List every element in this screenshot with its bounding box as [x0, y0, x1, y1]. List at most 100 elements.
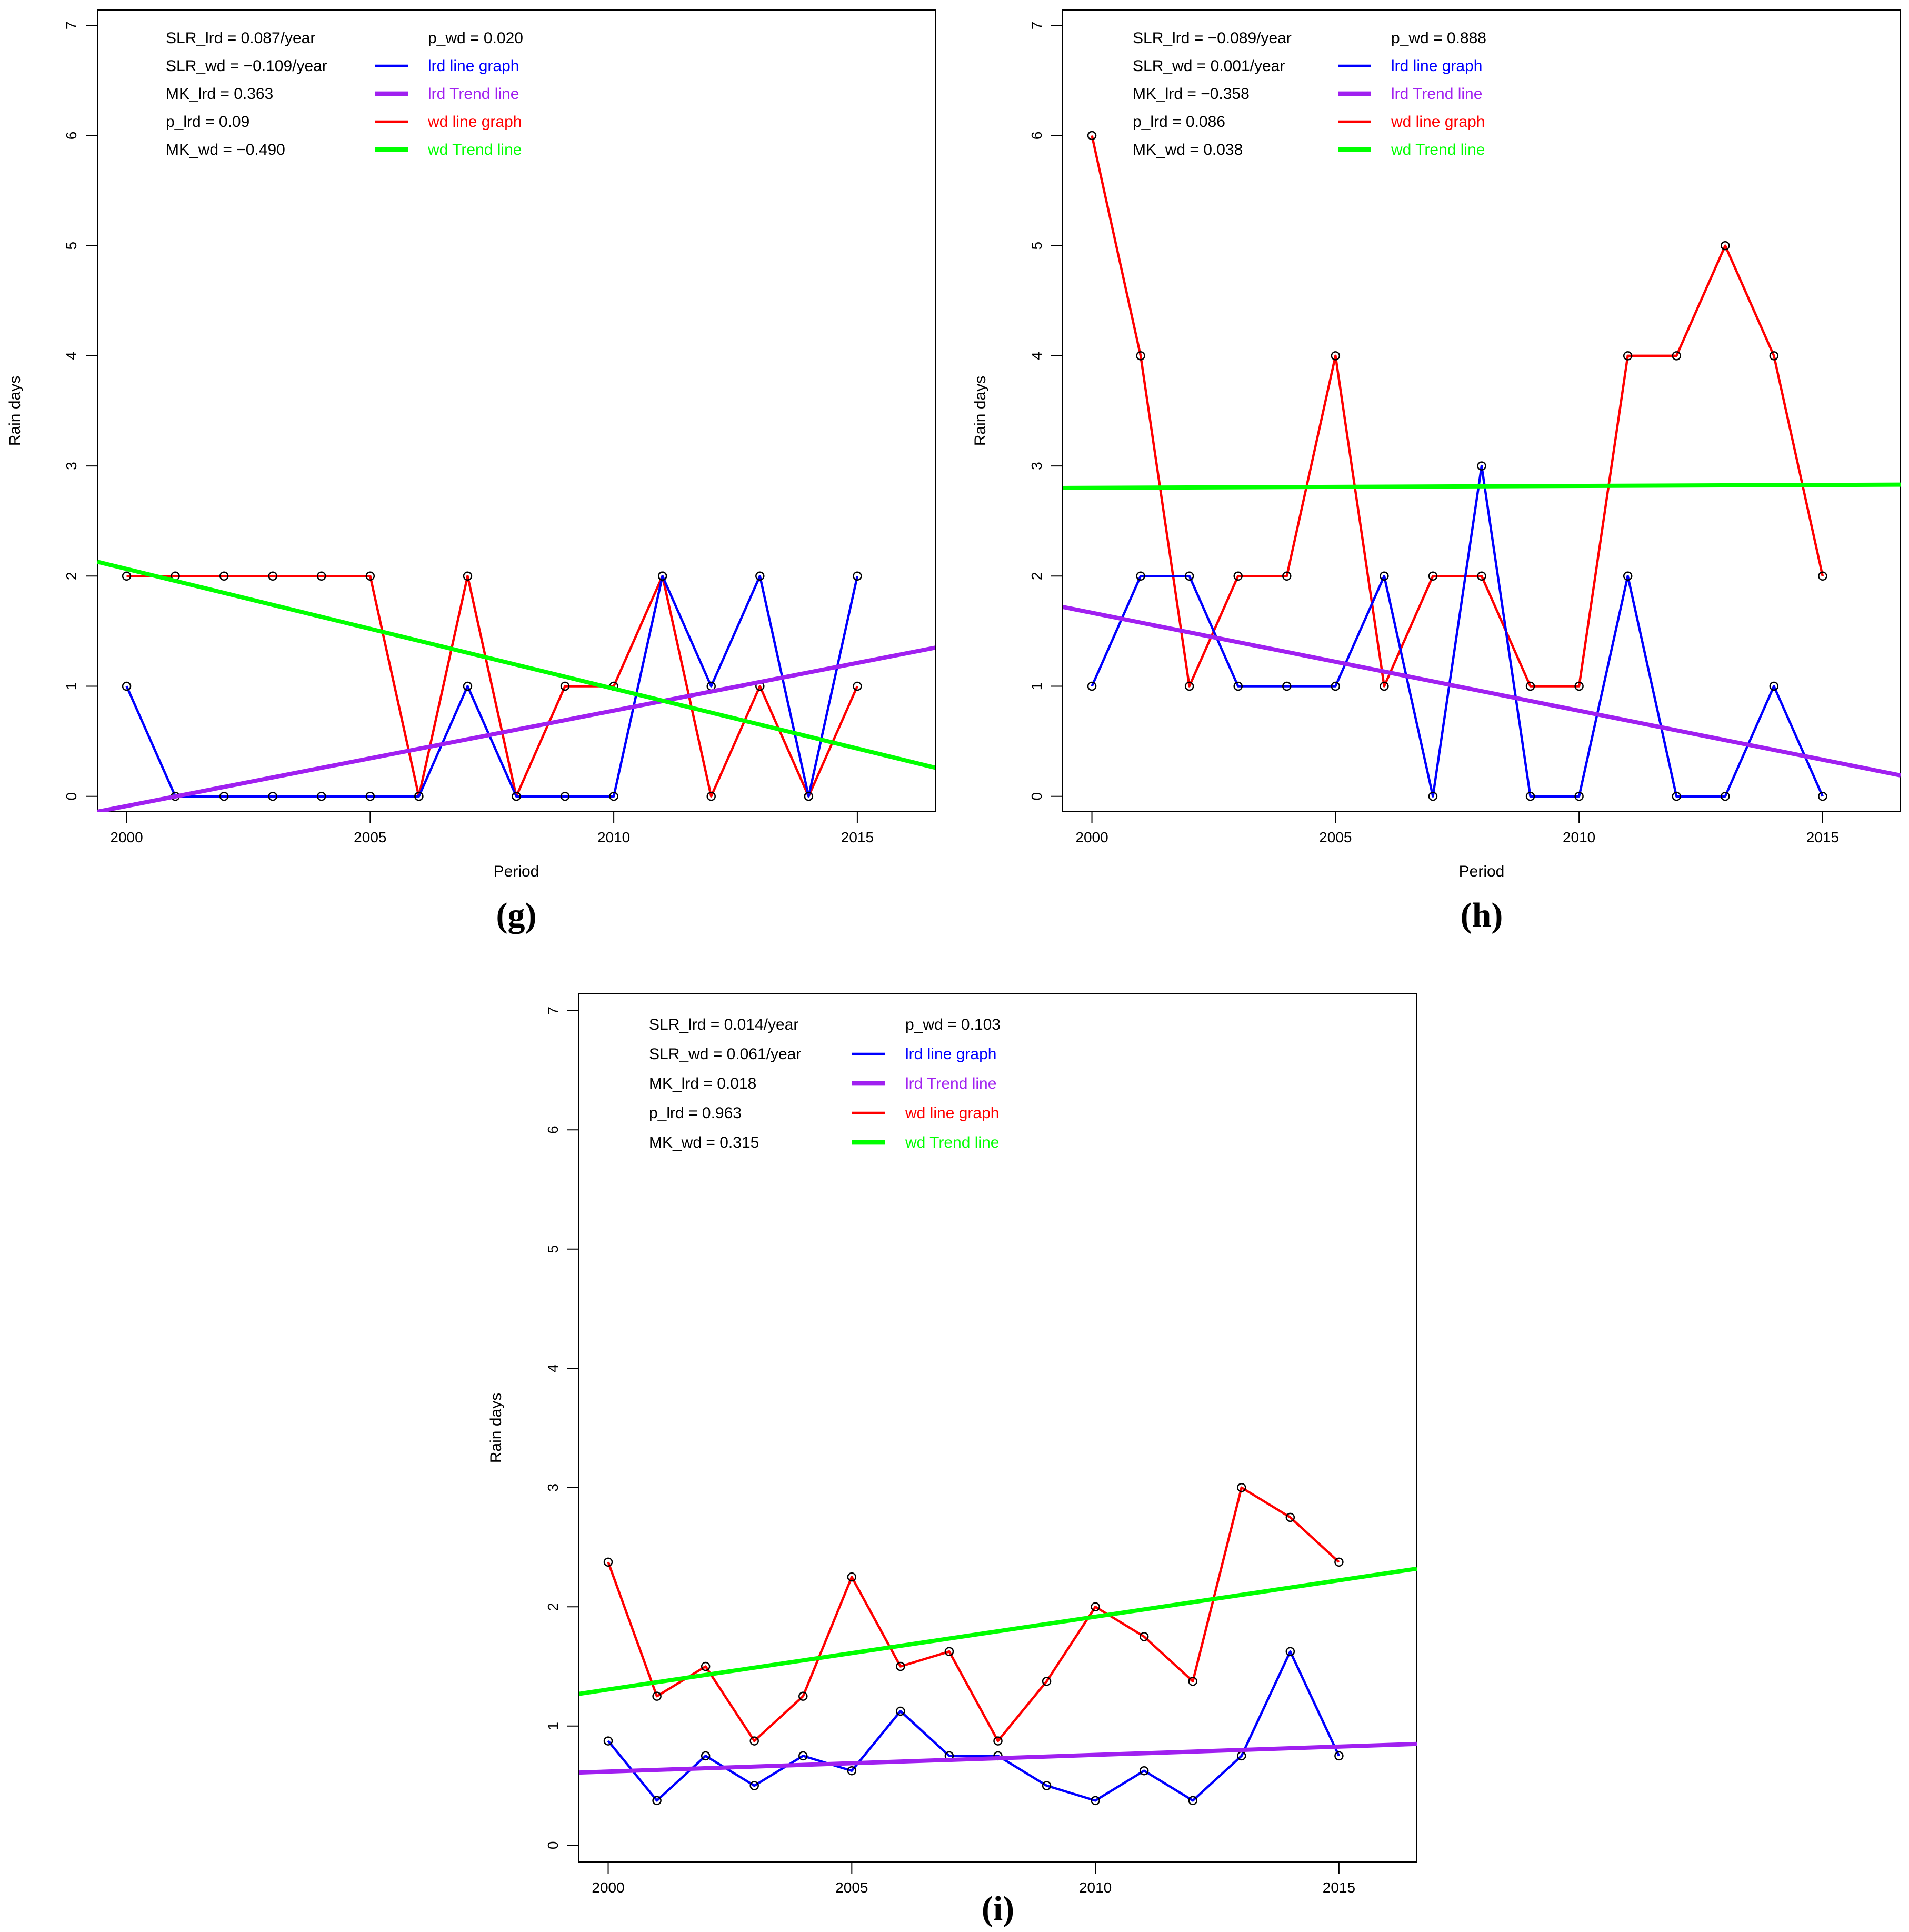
data-point-wd-line-graph: [853, 681, 862, 691]
y-tick-label: 5: [1028, 242, 1045, 250]
data-point-wd-line-graph: [463, 571, 473, 581]
data-point-lrd-line-graph: [219, 791, 229, 801]
legend-entry: wd line graph: [905, 1104, 999, 1122]
data-point-wd-line-graph: [1139, 1632, 1149, 1641]
data-point-lrd-line-graph: [755, 571, 765, 581]
data-point-wd-line-graph: [1623, 351, 1633, 361]
plot-area: [579, 1483, 1417, 1806]
data-point-wd-line-graph: [1237, 1483, 1246, 1492]
chart-panel-h: 2000 2005 2010 2015 0 1 2 3 4 5 6 7 Period Rain days S…: [972, 9, 1901, 934]
data-point-lrd-line-graph: [1136, 571, 1145, 581]
y-tick-label: 2: [545, 1602, 561, 1611]
legend-entry: wd Trend line: [1391, 141, 1485, 158]
data-point-lrd-line-graph: [1282, 681, 1292, 691]
data-point-wd-line-graph: [1042, 1677, 1052, 1686]
y-tick-label: 4: [63, 352, 79, 360]
data-point-wd-line-graph: [701, 1661, 711, 1671]
data-point-wd-line-graph: [1721, 241, 1730, 251]
data-point-lrd-line-graph: [1285, 1647, 1295, 1656]
series-lrd-trend-line: [97, 645, 935, 812]
legend-entry: lrd line graph: [1391, 57, 1482, 75]
stat-text: SLR_wd = 0.061/year: [649, 1045, 801, 1063]
data-point-wd-line-graph: [1184, 681, 1194, 691]
stat-text: MK_lrd = −0.358: [1133, 85, 1250, 103]
data-point-wd-line-graph: [1282, 571, 1292, 581]
data-point-lrd-line-graph: [1331, 681, 1341, 691]
data-point-wd-line-graph: [1380, 681, 1389, 691]
legend-entry: lrd line graph: [905, 1045, 996, 1063]
data-point-wd-line-graph: [268, 571, 277, 581]
data-point-wd-line-graph: [122, 571, 132, 581]
data-point-lrd-line-graph: [1525, 791, 1535, 801]
data-point-wd-line-graph: [603, 1557, 613, 1567]
data-point-wd-line-graph: [1672, 351, 1681, 361]
stat-text: MK_wd = 0.315: [649, 1134, 759, 1151]
data-point-lrd-line-graph: [1623, 571, 1633, 581]
stat-text: SLR_lrd = −0.089/year: [1133, 29, 1292, 47]
stat-text: SLR_wd = −0.109/year: [166, 57, 327, 75]
data-point-wd-line-graph: [317, 571, 326, 581]
data-point-lrd-line-graph: [1818, 791, 1827, 801]
data-point-lrd-line-graph: [804, 791, 814, 801]
data-point-lrd-line-graph: [1477, 461, 1486, 471]
data-point-wd-line-graph: [1233, 571, 1243, 581]
x-tick-label: 2000: [1075, 829, 1108, 845]
data-point-wd-line-graph: [1091, 1602, 1100, 1612]
data-point-lrd-line-graph: [1380, 571, 1389, 581]
data-point-lrd-line-graph: [1091, 1796, 1100, 1806]
y-tick-label: 7: [1028, 21, 1045, 29]
series-wd-trend-line: [97, 560, 935, 770]
legend-entry: p_wd = 0.103: [905, 1016, 1001, 1033]
data-point-lrd-line-graph: [853, 571, 862, 581]
series-wd-line-graph: [126, 575, 858, 798]
data-point-lrd-line-graph: [652, 1796, 662, 1806]
stat-text: SLR_lrd = 0.087/year: [166, 29, 315, 47]
panel-label: (g): [496, 896, 537, 934]
y-tick-label: 0: [63, 792, 79, 801]
x-tick-label: 2010: [1079, 1879, 1112, 1896]
data-point-wd-line-graph: [1525, 681, 1535, 691]
legend-entry: wd Trend line: [427, 141, 522, 158]
data-point-lrd-line-graph: [1184, 571, 1194, 581]
data-point-lrd-line-graph: [1233, 681, 1243, 691]
data-point-lrd-line-graph: [365, 791, 375, 801]
data-point-wd-line-graph: [1136, 351, 1145, 361]
stat-text: p_lrd = 0.086: [1133, 113, 1225, 131]
legend-entry: wd Trend line: [905, 1134, 999, 1151]
series-lrd-trend-line: [1063, 604, 1901, 778]
data-point-lrd-line-graph: [122, 681, 132, 691]
data-point-lrd-line-graph: [657, 571, 667, 581]
data-point-lrd-line-graph: [317, 791, 326, 801]
data-point-lrd-line-graph: [1334, 1751, 1344, 1761]
data-point-wd-line-graph: [993, 1736, 1003, 1746]
y-tick-label: 4: [545, 1364, 561, 1372]
data-point-wd-line-graph: [1477, 571, 1486, 581]
y-tick-label: 2: [1028, 572, 1045, 581]
stat-text: MK_wd = −0.490: [166, 141, 285, 158]
data-point-lrd-line-graph: [1087, 681, 1097, 691]
data-point-wd-line-graph: [1334, 1557, 1344, 1567]
data-point-wd-line-graph: [219, 571, 229, 581]
data-point-wd-line-graph: [1285, 1512, 1295, 1522]
data-point-wd-line-graph: [1087, 131, 1097, 141]
y-tick-label: 3: [63, 462, 79, 470]
legend-entry: lrd Trend line: [905, 1075, 996, 1092]
legend-entry: wd line graph: [1391, 113, 1485, 131]
series-lrd-trend-line: [579, 1741, 1417, 1775]
stat-text: SLR_lrd = 0.014/year: [649, 1016, 798, 1033]
x-tick-label: 2010: [1563, 829, 1595, 845]
plot-area: [97, 560, 935, 812]
data-point-lrd-line-graph: [603, 1736, 613, 1746]
series-lrd-line-graph: [125, 575, 859, 798]
y-tick-label: 1: [545, 1722, 561, 1730]
data-point-wd-line-graph: [896, 1661, 905, 1671]
series-wd-trend-line: [1063, 482, 1901, 490]
data-point-wd-line-graph: [560, 681, 570, 691]
data-point-wd-line-graph: [1769, 351, 1779, 361]
data-point-wd-line-graph: [365, 571, 375, 581]
plot-frame: [1062, 9, 1901, 812]
data-point-wd-line-graph: [652, 1691, 662, 1701]
data-point-wd-line-graph: [1188, 1677, 1197, 1686]
legend-entry: p_wd = 0.888: [1391, 29, 1486, 47]
